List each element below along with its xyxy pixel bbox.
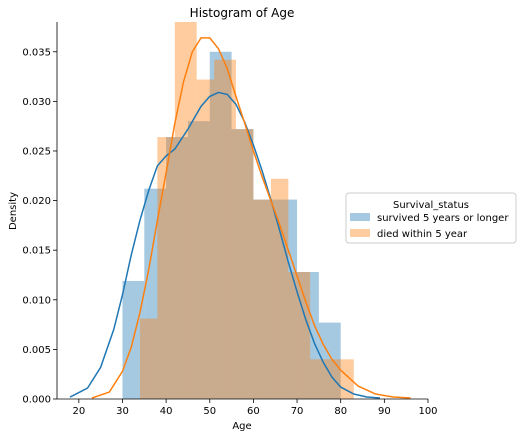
bar-survived bbox=[209, 51, 232, 400]
bar-died bbox=[288, 272, 311, 399]
x-tick-label: 40 bbox=[160, 406, 173, 417]
bar-died bbox=[196, 79, 215, 399]
bar-died bbox=[253, 199, 271, 399]
kde-layer bbox=[69, 37, 411, 399]
x-tick-label: 20 bbox=[72, 406, 85, 417]
bar-died bbox=[270, 178, 289, 399]
bar-died bbox=[235, 129, 254, 399]
legend-label-survived: survived 5 years or longer bbox=[377, 213, 509, 224]
bar-died bbox=[139, 318, 158, 399]
y-tick-label: 0.005 bbox=[22, 345, 51, 356]
chart-title: Histogram of Age bbox=[190, 6, 295, 20]
bar-survived bbox=[231, 129, 254, 399]
y-tick-label: 0.010 bbox=[22, 295, 51, 306]
y-tick-label: 0.030 bbox=[22, 97, 51, 108]
x-tick-label: 80 bbox=[334, 406, 347, 417]
bar-survived bbox=[187, 121, 210, 400]
bars-layer bbox=[122, 22, 354, 400]
y-tick-label: 0.000 bbox=[22, 395, 51, 406]
x-tick-label: 50 bbox=[203, 406, 216, 417]
legend: Survival_status survived 5 years or long… bbox=[345, 192, 517, 244]
legend-frame bbox=[345, 192, 517, 244]
bar-died bbox=[310, 359, 328, 399]
legend-swatch-died bbox=[350, 229, 370, 237]
bar-died bbox=[214, 59, 236, 399]
y-tick-label: 0.020 bbox=[22, 196, 51, 207]
x-tick-label: 90 bbox=[378, 406, 391, 417]
x-tick-label: 100 bbox=[418, 406, 437, 417]
bar-died bbox=[174, 22, 197, 399]
bar-survived bbox=[166, 137, 188, 399]
x-tick-label: 60 bbox=[247, 406, 260, 417]
axes-layer: 20 30 40 50 60 70 80 90 100 0.000 0.005 0.010 0.015 0… bbox=[22, 22, 438, 417]
x-axis-label: Age bbox=[232, 421, 251, 432]
legend-title: Survival_status bbox=[393, 200, 469, 211]
x-tick-label: 30 bbox=[116, 406, 129, 417]
bar-survived bbox=[253, 199, 276, 399]
bar-survived bbox=[144, 188, 167, 399]
y-axis-label: Density bbox=[8, 192, 19, 230]
y-tick-label: 0.015 bbox=[22, 246, 51, 257]
legend-swatch-survived bbox=[350, 213, 370, 221]
bar-survived bbox=[275, 199, 298, 399]
y-tick-label: 0.035 bbox=[22, 47, 51, 58]
kde-line-survived bbox=[69, 91, 381, 399]
y-tick-label: 0.025 bbox=[22, 146, 51, 157]
x-tick-label: 70 bbox=[291, 406, 304, 417]
bar-survived bbox=[297, 272, 319, 399]
legend-label-died: died within 5 year bbox=[377, 229, 468, 240]
kde-line-died bbox=[91, 37, 411, 399]
bar-died bbox=[157, 137, 175, 399]
